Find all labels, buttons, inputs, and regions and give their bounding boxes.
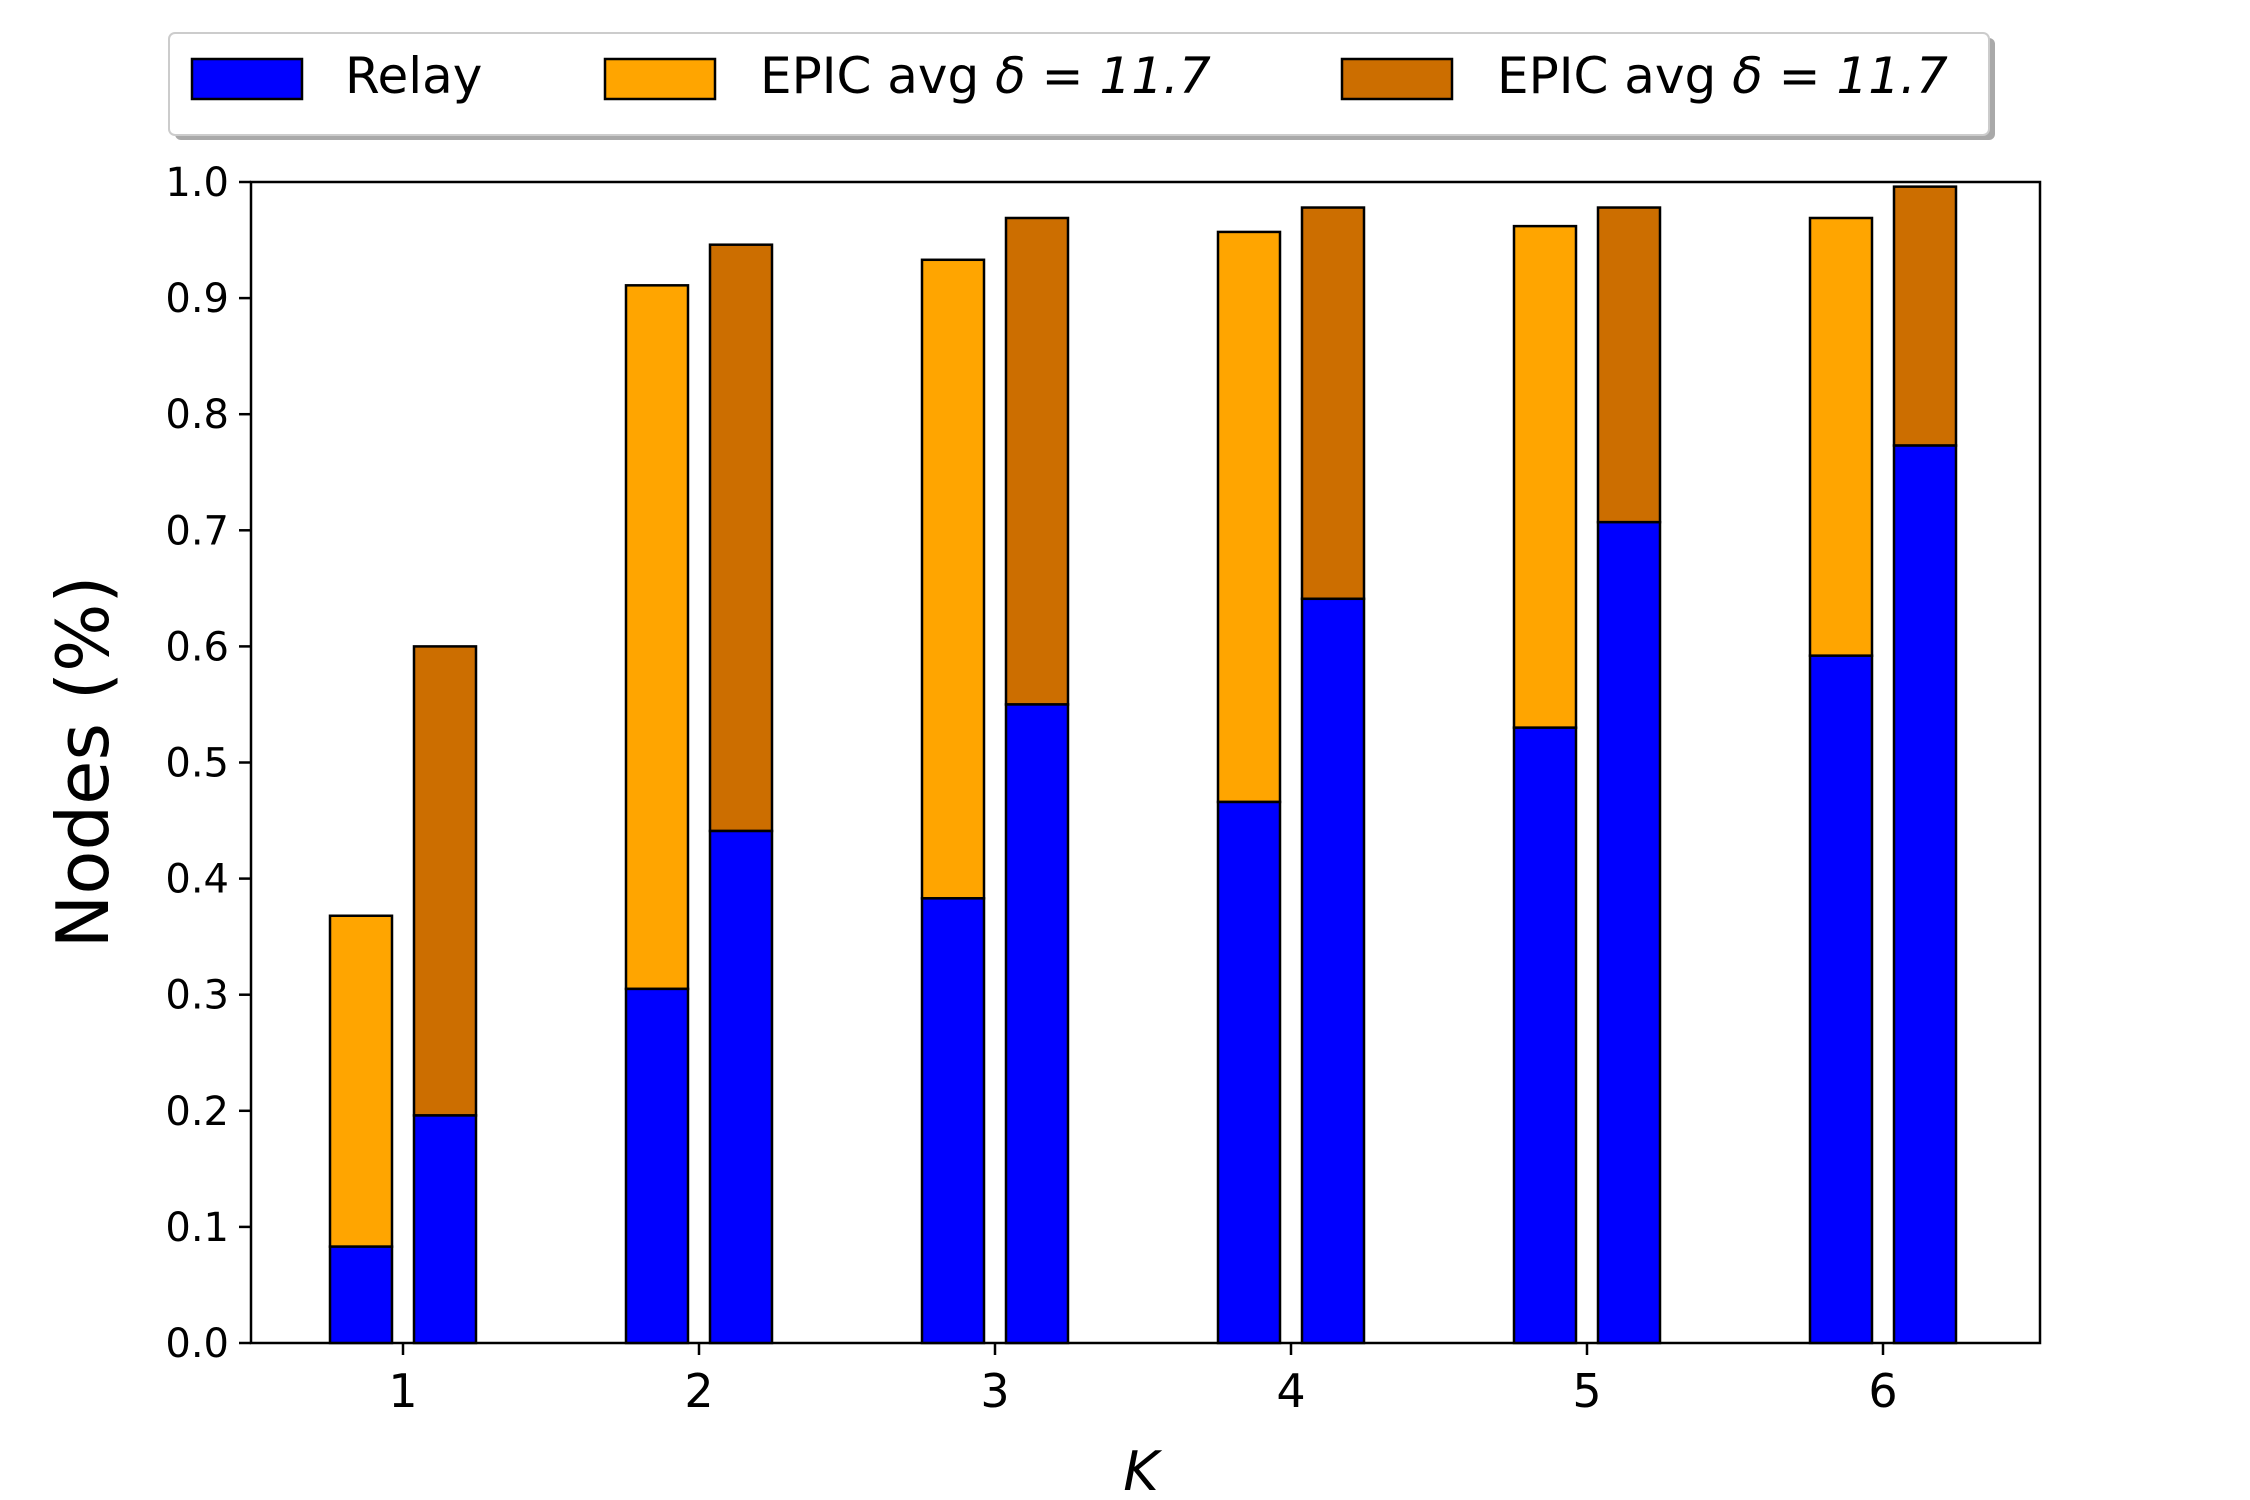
x-tick-label: 3	[980, 1364, 1009, 1418]
left-bars-relay-bar-k5	[1512, 726, 1578, 1345]
legend-label-epic-right-prefix: EPIC avg	[1497, 47, 1732, 105]
legend-label-relay: Relay	[345, 47, 482, 105]
left-bars-epic-bar-k6	[1808, 216, 1874, 657]
x-tick-label: 6	[1868, 1364, 1897, 1418]
right-bars-epic-bar-k5	[1596, 206, 1662, 524]
left-bars-relay-bar-k1	[328, 1245, 394, 1345]
legend: Relay EPIC avg δ = 11.7 EPIC avg δ = 11.…	[168, 32, 1995, 140]
y-tick-label: 0.5	[165, 741, 229, 787]
x-tick-label: 2	[684, 1364, 713, 1418]
legend-swatch-relay	[190, 57, 304, 101]
left-bars-relay-bar-k4	[1216, 800, 1282, 1345]
legend-swatch-epic-right	[1340, 57, 1454, 101]
right-bars-relay-bar-k3	[1004, 703, 1070, 1345]
y-tick-label: 0.9	[165, 276, 229, 322]
y-tick-label: 1.0	[165, 160, 229, 206]
y-tick-label: 0.1	[165, 1205, 229, 1251]
left-bars-relay-bar-k6	[1808, 654, 1874, 1345]
right-bars-relay-bar-k4	[1300, 597, 1366, 1345]
left-bars-epic-bar-k2	[624, 284, 690, 991]
x-axis-title: K	[1123, 1440, 1162, 1500]
right-bars-epic-bar-k2	[708, 243, 774, 833]
right-bars-relay-bar-k1	[412, 1114, 478, 1345]
right-bars-epic-bar-k4	[1300, 206, 1366, 601]
y-tick-label: 0.6	[165, 624, 229, 670]
legend-label-epic-left-math: δ = 11.7	[995, 47, 1211, 105]
y-tick-label: 0.2	[165, 1089, 229, 1135]
y-tick-label: 0.0	[165, 1321, 229, 1367]
y-tick-label: 0.4	[165, 857, 229, 903]
left-bars-epic-bar-k5	[1512, 224, 1578, 729]
y-axis: 0.0 0.1 0.2 0.3 0.4 0.5 0.6 0.7 0.8 0.9 1.0	[165, 160, 251, 1367]
x-tick-label: 1	[388, 1364, 417, 1418]
legend-label-epic-right: EPIC avg δ = 11.7	[1497, 47, 1948, 105]
plot-area	[249, 180, 2042, 1345]
right-bars-epic-bar-k1	[412, 645, 478, 1117]
left-bars-epic-bar-k4	[1216, 230, 1282, 804]
x-axis: 1 2 3 4 5 6	[388, 1343, 1898, 1418]
y-axis-title: Nodes (%)	[41, 576, 125, 949]
right-bars-relay-bar-k2	[708, 829, 774, 1345]
right-bars-epic-bar-k3	[1004, 216, 1070, 706]
left-bars-relay-bar-k2	[624, 987, 690, 1345]
right-bars-relay-bar-k6	[1892, 444, 1958, 1345]
left-bars-epic-bar-k1	[328, 914, 394, 1248]
x-tick-label: 5	[1572, 1364, 1601, 1418]
legend-swatch-epic-left	[603, 57, 717, 101]
left-bars-relay-bar-k3	[920, 897, 986, 1345]
right-bars-epic-bar-k6	[1892, 185, 1958, 447]
legend-label-epic-right-math: δ = 11.7	[1732, 47, 1948, 105]
left-bars-epic-bar-k3	[920, 258, 986, 900]
y-tick-label: 0.8	[165, 392, 229, 438]
legend-label-epic-left: EPIC avg δ = 11.7	[760, 47, 1211, 105]
legend-label-epic-left-prefix: EPIC avg	[760, 47, 995, 105]
bars-layer	[328, 185, 1958, 1345]
right-bars-relay-bar-k5	[1596, 520, 1662, 1345]
y-tick-label: 0.3	[165, 973, 229, 1019]
y-tick-label: 0.7	[165, 508, 229, 554]
x-tick-label: 4	[1276, 1364, 1305, 1418]
